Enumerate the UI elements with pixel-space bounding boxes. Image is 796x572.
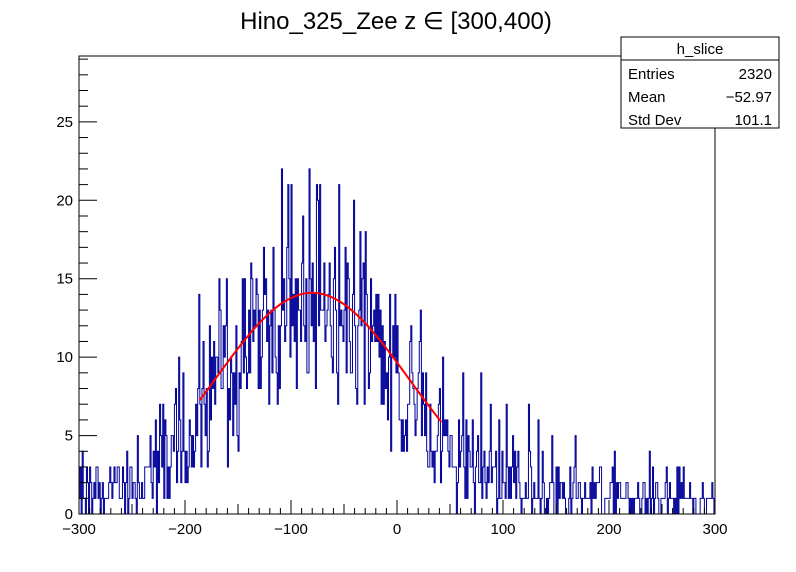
histogram-bars [78, 168, 715, 515]
x-tick-label: −200 [168, 521, 202, 538]
y-tick-label: 10 [56, 349, 73, 366]
x-tick-label: 300 [702, 521, 727, 538]
stat-label: Std Dev [628, 112, 682, 129]
gaussian-fit-curve [199, 291, 443, 423]
x-tick-label: −300 [62, 521, 96, 538]
stats-rows: Entries 2320 Mean −52.97 Std Dev 101.1 [628, 66, 772, 129]
y-tick-label: 20 [56, 192, 73, 209]
y-tick-label: 25 [56, 114, 73, 131]
x-axis: −300 −200 −100 0 100 200 300 [62, 500, 728, 538]
stats-box-title: h_slice [677, 41, 724, 58]
histogram-line [78, 168, 715, 515]
stat-value: −52.97 [726, 89, 772, 106]
x-tick-label: 200 [596, 521, 621, 538]
stats-box-frame [620, 36, 780, 129]
stat-label: Entries [628, 66, 675, 83]
y-axis: 0 5 10 15 20 25 [56, 58, 97, 523]
chart-title: Hino_325_Zee z ∈ [300,400) [240, 8, 552, 35]
x-tick-label: −100 [274, 521, 308, 538]
y-tick-label: 5 [65, 428, 73, 445]
stat-value: 101.1 [734, 112, 772, 129]
y-tick-label: 0 [65, 506, 73, 523]
stat-value: 2320 [739, 66, 772, 83]
stats-box: h_slice Entries 2320 Mean −52.97 Std Dev 101.… [620, 36, 780, 129]
x-tick-label: 0 [393, 521, 401, 538]
y-tick-label: 15 [56, 271, 73, 288]
x-tick-label: 100 [490, 521, 515, 538]
stat-label: Mean [628, 89, 666, 106]
